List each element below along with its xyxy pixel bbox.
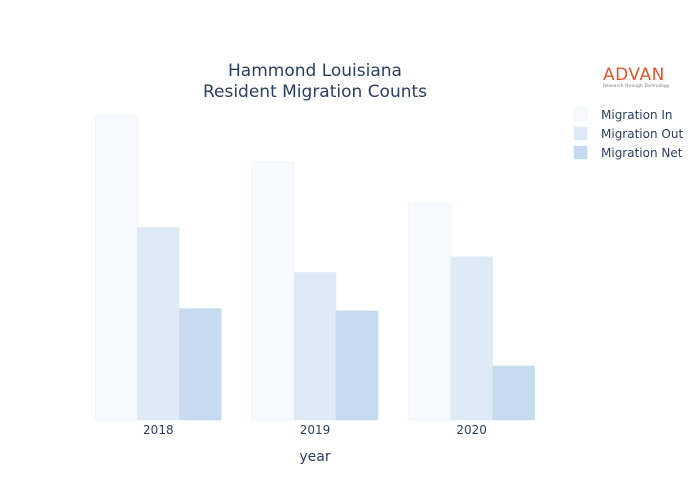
legend-label-migration-in[interactable]: Migration In — [601, 108, 673, 122]
bar-migration-in-2019 — [251, 161, 295, 421]
bar-migration-net-2019 — [335, 310, 379, 421]
bar-migration-in-2020 — [408, 203, 451, 421]
bar-migration-net-2018 — [179, 308, 222, 421]
bar-migration-net-2020 — [492, 365, 535, 421]
legend-swatch-migration-net[interactable] — [573, 145, 588, 160]
x-tick-labels: 2018 2019 2020 — [143, 423, 487, 437]
logo-tagline: Research through Technology — [603, 84, 670, 89]
bar-migration-in-2018 — [95, 115, 138, 421]
x-tick-2019: 2019 — [300, 423, 331, 437]
legend-label-migration-out[interactable]: Migration Out — [601, 127, 683, 141]
logo-brand: ADVAN — [603, 65, 665, 85]
bar-migration-out-2020 — [450, 256, 493, 421]
chart-title-line-2: Resident Migration Counts — [203, 82, 427, 102]
legend-swatch-migration-in[interactable] — [573, 107, 588, 122]
advan-logo: ADVAN Research through Technology — [603, 67, 673, 90]
legend-swatch-migration-out[interactable] — [573, 126, 588, 141]
x-tick-2018: 2018 — [143, 423, 174, 437]
x-tick-2020: 2020 — [456, 423, 487, 437]
x-axis-label: year — [299, 449, 330, 465]
chart-title-line-1: Hammond Louisiana — [228, 61, 402, 81]
legend: Migration In Migration Out Migration Net — [573, 107, 683, 160]
bar-migration-out-2019 — [293, 272, 337, 421]
bar-migration-out-2018 — [137, 227, 180, 421]
legend-label-migration-net[interactable]: Migration Net — [601, 146, 683, 160]
bars-layer — [95, 115, 535, 421]
